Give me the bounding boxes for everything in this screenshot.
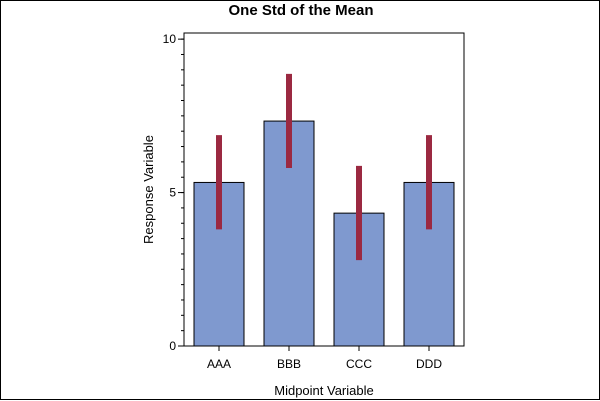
- x-axis-label: Midpoint Variable: [274, 383, 373, 398]
- y-tick-label: 5: [169, 186, 176, 200]
- x-tick-label: AAA: [207, 357, 231, 371]
- x-tick-label: DDD: [416, 357, 442, 371]
- x-tick-label: BBB: [277, 357, 301, 371]
- y-axis-label: Response Variable: [141, 135, 156, 244]
- y-tick-label: 0: [169, 339, 176, 353]
- x-tick-label: CCC: [346, 357, 372, 371]
- plot-area-border: [183, 32, 465, 347]
- chart-title: One Std of the Mean: [228, 2, 374, 19]
- y-tick-label: 10: [163, 32, 177, 46]
